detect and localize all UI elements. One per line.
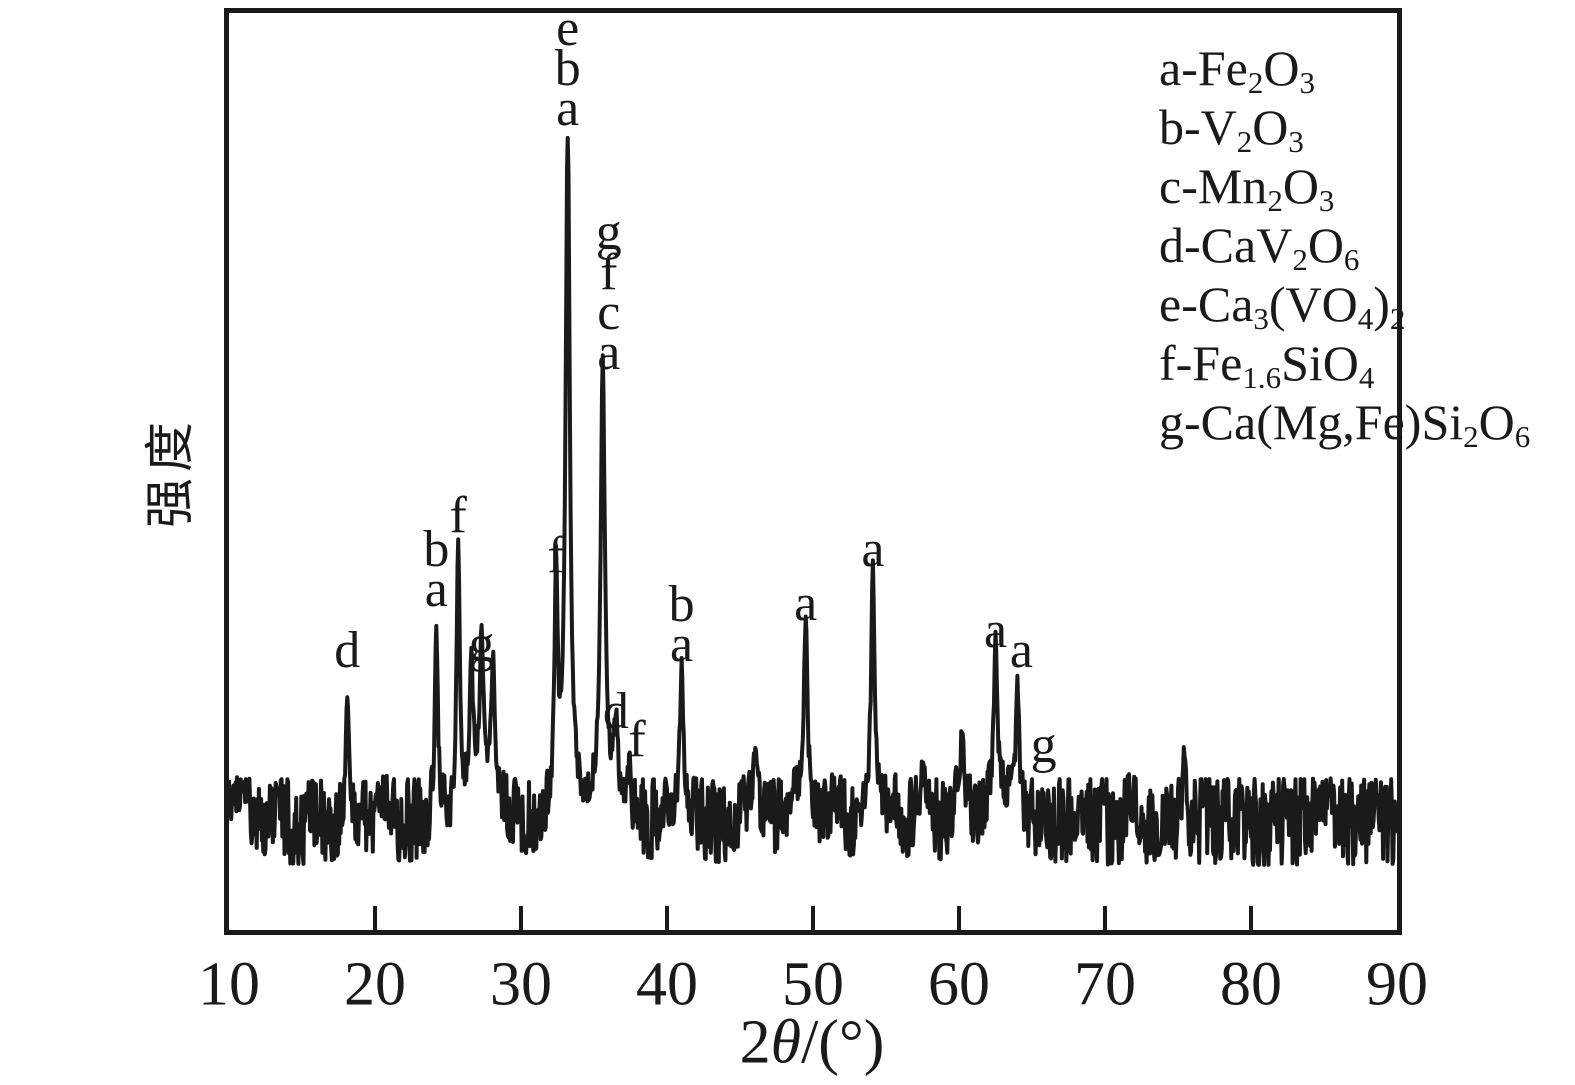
legend-text: O (1263, 40, 1300, 96)
x-tick-label-60: 60 (928, 950, 990, 1019)
legend-entry-d: d-CaV2O6 (1159, 216, 1530, 275)
legend-text: ) (1373, 276, 1390, 332)
peak-label-b-33.2: b (554, 40, 581, 97)
legend-text: (VO (1268, 276, 1358, 332)
legend-subscript: 6 (1343, 241, 1360, 277)
x-tick-label-40: 40 (636, 950, 698, 1019)
legend-text: b-V (1159, 99, 1237, 155)
legend-text: a-Fe (1159, 40, 1248, 96)
legend-entry-a: a-Fe2O3 (1159, 39, 1530, 98)
peak-label-a-54.1: a (861, 520, 885, 578)
peak-label-f-25.7: f (449, 486, 467, 544)
peak-label-a-41: a (670, 615, 694, 673)
peak-label-c-35.6: c (597, 284, 621, 342)
peak-label-f-35.6: f (600, 244, 618, 302)
legend-subscript: 2 (1267, 182, 1283, 218)
legend-text: d-CaV (1159, 217, 1293, 273)
legend-text: c-Mn (1159, 158, 1268, 214)
x-axis-title-suffix: /(°) (801, 1008, 885, 1077)
legend-subscript: 2 (1247, 64, 1264, 100)
peak-label-f-37.4: f (628, 710, 646, 768)
legend-text: O (1252, 99, 1289, 155)
x-tick-label-20: 20 (344, 950, 406, 1019)
legend-subscript: 2 (1389, 300, 1406, 336)
x-tick-label-10: 10 (198, 950, 260, 1019)
peak-label-f-32.4: f (547, 527, 565, 585)
legend-text: O (1478, 394, 1515, 450)
legend-text: e-Ca (1159, 276, 1254, 332)
phase-legend: a-Fe2O3 b-V2O3 c-Mn2O3 d-CaV2O6 e-Ca3(VO4)2 f… (1159, 39, 1530, 452)
legend-subscript: 3 (1299, 64, 1315, 100)
legend-entry-c: c-Mn2O3 (1159, 157, 1530, 216)
peak-label-d-18.1: d (334, 622, 361, 680)
legend-text: SiO (1281, 335, 1359, 391)
legend-subscript: 1.6 (1242, 359, 1282, 395)
peak-label-g-65.8: g (1030, 717, 1057, 775)
legend-subscript: 3 (1318, 182, 1335, 218)
legend-subscript: 2 (1292, 241, 1308, 277)
legend-subscript: 3 (1253, 300, 1269, 336)
x-axis-title: 2θ/(°) (740, 1008, 885, 1079)
legend-subscript: 4 (1358, 359, 1375, 395)
peak-label-b-41: b (668, 575, 695, 633)
peak-label-g-35.6: g (595, 204, 622, 262)
peak-label-a-62.5: a (983, 602, 1008, 660)
legend-text: g-Ca(Mg,Fe)Si (1159, 394, 1464, 450)
legend-subscript: 2 (1236, 123, 1253, 159)
x-tick-label-50: 50 (782, 950, 844, 1019)
diffraction-trace-svg (229, 136, 1397, 930)
plot-area: a-Fe2O3 b-V2O3 c-Mn2O3 d-CaV2O6 e-Ca3(VO4)2 f… (224, 8, 1530, 935)
legend-subscript: 4 (1357, 300, 1374, 336)
legend-subscript: 2 (1463, 418, 1479, 454)
legend-entry-b: b-V2O3 (1159, 98, 1530, 157)
peak-label-g-27.3: g (468, 615, 495, 673)
x-axis-title-theta: θ (770, 1008, 802, 1077)
peak-label-e-33.2: e (556, 0, 580, 57)
legend-text: O (1307, 217, 1344, 273)
xrd-trace (229, 136, 1397, 867)
legend-text: O (1282, 158, 1319, 214)
x-tick-label-80: 80 (1220, 950, 1282, 1019)
legend-subscript: 6 (1514, 418, 1531, 454)
x-tick-label-90: 90 (1366, 950, 1428, 1019)
legend-text: f-Fe (1159, 335, 1243, 391)
legend-entry-e: e-Ca3(VO4)2 (1159, 275, 1530, 334)
x-tick-label-70: 70 (1074, 950, 1136, 1019)
x-axis-title-prefix: 2 (739, 1008, 771, 1077)
peak-label-a-64: a (1009, 622, 1033, 680)
peak-label-a-33.2: a (556, 80, 580, 137)
legend-entry-f: f-Fe1.6SiO4 (1159, 334, 1530, 393)
peak-label-b-24.2: b (423, 521, 450, 579)
y-axis-label: 强度 (142, 416, 198, 528)
peak-label-d-36.5: d (602, 683, 629, 741)
x-tick-label-30: 30 (490, 950, 552, 1019)
legend-subscript: 3 (1288, 123, 1304, 159)
legend-entry-g: g-Ca(Mg,Fe)Si2O6 (1159, 393, 1530, 452)
peak-label-a-24.2: a (424, 561, 448, 619)
peak-label-a-35.6: a (597, 324, 621, 382)
peak-label-a-49.5: a (794, 574, 818, 632)
